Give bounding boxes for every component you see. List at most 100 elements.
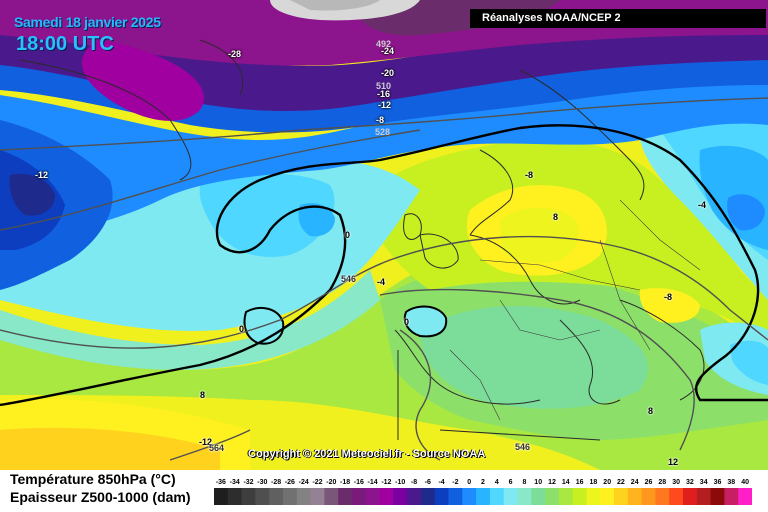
scale-swatch: [600, 488, 615, 505]
isotherm-label: -8: [664, 292, 673, 302]
scale-swatch: [214, 488, 229, 505]
isotherm-label: -12: [378, 100, 392, 110]
scale-swatch: [462, 488, 477, 505]
scale-swatch: [545, 488, 560, 505]
scale-tick-label: 30: [672, 479, 680, 486]
scale-swatch: [434, 488, 449, 505]
scale-swatch: [738, 488, 752, 505]
scale-tick-label: 6: [509, 479, 513, 486]
scale-swatch: [310, 488, 325, 505]
scale-swatch: [696, 488, 712, 505]
scale-swatch: [641, 488, 656, 505]
scale-swatch: [324, 488, 339, 505]
scale-tick-label: 12: [548, 479, 556, 486]
scale-swatch: [669, 488, 684, 505]
scale-swatch: [420, 488, 436, 505]
scale-tick-label: 8: [522, 479, 526, 486]
isotherm-label: -4: [377, 277, 386, 287]
isotherm-label: 8: [553, 212, 559, 222]
scale-tick-label: -32: [243, 479, 253, 486]
scale-swatch: [489, 488, 505, 505]
isotherm-label: -12: [199, 437, 213, 447]
scale-tick-label: 18: [590, 479, 598, 486]
isotherm-label: -20: [381, 68, 395, 78]
scale-tick-label: 22: [617, 479, 625, 486]
scale-tick-label: 28: [658, 479, 666, 486]
scale-swatch: [338, 488, 353, 505]
scale-tick-label: -26: [285, 479, 295, 486]
thickness-label: 510: [376, 81, 392, 91]
scale-tick-label: 16: [576, 479, 584, 486]
scale-tick-label: -28: [271, 479, 281, 486]
isotherm-label: 8: [648, 406, 654, 416]
scale-tick-label: -30: [257, 479, 267, 486]
legend-title-thickness: Epaisseur Z500-1000 (dam): [10, 489, 191, 505]
scale-swatch: [586, 488, 601, 505]
isotherm-label: 0: [239, 324, 245, 334]
scale-swatch: [227, 488, 243, 505]
legend-title-temperature: Température 850hPa (°C): [10, 471, 176, 487]
scale-swatch: [283, 488, 298, 505]
scale-swatch: [531, 488, 546, 505]
isotherm-label: -8: [525, 170, 534, 180]
isotherm-label: -4: [698, 200, 707, 210]
scale-tick-label: 24: [631, 479, 639, 486]
scale-tick-label: 2: [481, 479, 485, 486]
scale-swatch: [448, 488, 463, 505]
scale-tick-label: -24: [299, 479, 309, 486]
scale-swatch: [379, 488, 394, 505]
isotherm-label: -28: [228, 49, 242, 59]
scale-tick-label: -8: [411, 479, 417, 486]
scale-swatch: [255, 488, 270, 505]
data-source-banner: Réanalyses NOAA/NCEP 2: [470, 9, 766, 28]
scale-tick-label: -36: [216, 479, 226, 486]
scale-tick-label: 34: [700, 479, 708, 486]
scale-tick-label: 20: [603, 479, 611, 486]
scale-swatch: [241, 488, 256, 505]
scale-tick-label: -16: [354, 479, 364, 486]
temperature-map: [0, 0, 768, 470]
thickness-label: 564: [209, 443, 225, 453]
scale-swatch: [614, 488, 629, 505]
copyright-notice: Copyright © 2021 Meteociel.fr - Source N…: [248, 448, 486, 460]
scale-tick-label: -4: [438, 479, 444, 486]
isotherm-label: 12: [668, 457, 679, 467]
scale-tick-label: 32: [686, 479, 694, 486]
scale-swatch: [407, 488, 422, 505]
scale-swatch: [558, 488, 574, 505]
thickness-label: 492: [376, 39, 392, 49]
scale-tick-label: -18: [340, 479, 350, 486]
scale-swatch: [393, 488, 408, 505]
forecast-date: Samedi 18 janvier 2025: [14, 14, 161, 30]
scale-swatch: [724, 488, 739, 505]
scale-swatch: [572, 488, 587, 505]
thickness-label: 546: [341, 274, 357, 284]
scale-tick-label: -2: [452, 479, 458, 486]
scale-tick-label: 10: [534, 479, 542, 486]
isotherm-label: -16: [377, 89, 391, 99]
scale-swatch: [710, 488, 725, 505]
scale-swatch: [683, 488, 698, 505]
scale-tick-label: 26: [645, 479, 653, 486]
scale-swatch: [517, 488, 532, 505]
isotherm-label: -12: [35, 170, 49, 180]
scale-tick-label: -20: [326, 479, 336, 486]
scale-swatch: [655, 488, 670, 505]
scale-swatch: [351, 488, 367, 505]
forecast-time: 18:00 UTC: [16, 33, 114, 55]
scale-tick-label: 14: [562, 479, 570, 486]
scale-swatch: [503, 488, 518, 505]
scale-tick-label: -10: [395, 479, 405, 486]
isotherm-label: -24: [381, 46, 395, 56]
scale-tick-label: -34: [230, 479, 240, 486]
scale-swatch: [476, 488, 491, 505]
isotherm-label: -8: [376, 115, 385, 125]
scale-swatch: [269, 488, 284, 505]
isotherm-label: 0: [404, 317, 410, 327]
thickness-label: 546: [515, 442, 531, 452]
isotherm-label: 0: [345, 230, 351, 240]
scale-tick-label: 36: [714, 479, 722, 486]
scale-tick-label: 38: [727, 479, 735, 486]
scale-swatch: [296, 488, 312, 505]
scale-tick-label: -22: [312, 479, 322, 486]
